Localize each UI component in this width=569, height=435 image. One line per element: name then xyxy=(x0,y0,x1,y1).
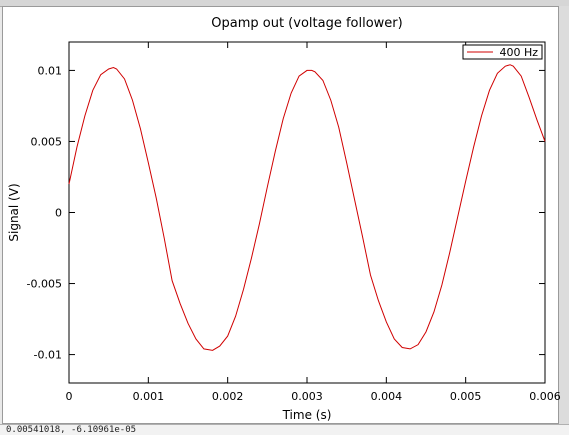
chart-title: Opamp out (voltage follower) xyxy=(211,16,402,31)
x-tick-label: 0.003 xyxy=(291,390,323,403)
y-tick-label: -0.01 xyxy=(34,349,62,362)
series-line-0 xyxy=(68,64,546,351)
x-tick-label: 0.006 xyxy=(529,390,561,403)
window-right-edge xyxy=(559,6,569,424)
plot-frame xyxy=(68,41,546,384)
x-tick-label: 0.004 xyxy=(371,390,403,403)
x-tick-label: 0.005 xyxy=(450,390,482,403)
opamp-chart: Opamp out (voltage follower) 0 0.001 0.002 0… xyxy=(7,16,561,422)
x-tick-label: 0.001 xyxy=(133,390,165,403)
y-axis-label: Signal (V) xyxy=(7,183,21,241)
legend-label: 400 Hz xyxy=(499,46,538,59)
y-tick-label: -0.005 xyxy=(27,278,62,291)
status-bar: 0.00541018, -6.10961e-05 xyxy=(0,424,569,435)
x-tick-label: 0.002 xyxy=(212,390,244,403)
cursor-coordinates: 0.00541018, -6.10961e-05 xyxy=(6,425,137,435)
y-tick-label: 0 xyxy=(55,207,62,220)
y-tick-label: 0.005 xyxy=(31,135,63,148)
legend-box xyxy=(462,44,543,60)
x-axis-label: Time (s) xyxy=(282,408,332,422)
x-tick-label: 0 xyxy=(66,390,73,403)
y-tick-label: 0.01 xyxy=(38,64,63,77)
